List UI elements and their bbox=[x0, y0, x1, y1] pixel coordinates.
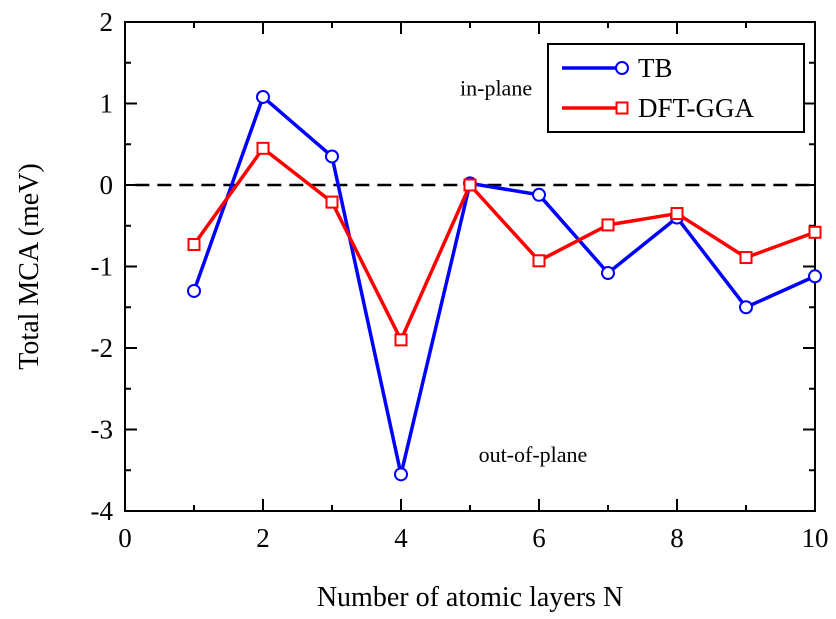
x-axis-title: Number of atomic layers N bbox=[317, 582, 623, 613]
x-tick-label: 8 bbox=[670, 523, 684, 553]
annotation-layer: in-plane out-of-plane bbox=[460, 75, 587, 467]
legend-label-dft-gga: DFT-GGA bbox=[638, 93, 755, 123]
x-axis-ticks: 0 2 4 6 8 10 bbox=[118, 22, 829, 553]
y-tick-label: -4 bbox=[91, 496, 114, 526]
point-tb bbox=[601, 266, 615, 281]
x-tick-label: 2 bbox=[256, 523, 270, 553]
y-axis-title: Total MCA (meV) bbox=[14, 163, 45, 369]
legend-marker-dft-gga bbox=[615, 101, 629, 115]
series-line-dft-gga bbox=[192, 145, 816, 344]
point-dft-gga bbox=[670, 207, 684, 221]
legend-box bbox=[547, 43, 805, 133]
annotation-out-of-plane: out-of-plane bbox=[479, 442, 588, 467]
point-tb bbox=[532, 187, 546, 202]
point-dft-gga bbox=[256, 141, 270, 155]
x-tick-label: 0 bbox=[118, 523, 132, 553]
y-tick-label: 2 bbox=[100, 7, 114, 37]
point-dft-gga bbox=[394, 333, 408, 347]
y-tick-label: -2 bbox=[91, 333, 114, 363]
point-tb bbox=[808, 269, 822, 284]
point-tb bbox=[256, 89, 270, 104]
x-tick-label: 10 bbox=[802, 523, 829, 553]
x-tick-label: 4 bbox=[394, 523, 408, 553]
point-tb bbox=[739, 300, 753, 315]
point-dft-gga bbox=[463, 178, 477, 192]
series-layer bbox=[187, 89, 822, 482]
series-line-tb bbox=[192, 93, 816, 475]
point-tb bbox=[325, 149, 339, 164]
point-dft-gga bbox=[601, 218, 615, 232]
y-tick-label: -1 bbox=[91, 252, 114, 282]
y-tick-label: 0 bbox=[100, 170, 114, 200]
point-tb bbox=[187, 283, 201, 298]
point-tb bbox=[394, 467, 408, 482]
y-tick-label: -3 bbox=[91, 415, 114, 445]
legend-marker-tb bbox=[615, 61, 629, 75]
y-tick-label: 1 bbox=[100, 89, 114, 119]
x-tick-label: 6 bbox=[532, 523, 546, 553]
legend: TB DFT-GGA bbox=[547, 43, 805, 133]
point-dft-gga bbox=[808, 225, 822, 239]
y-axis-ticks: -4 -3 -2 -1 0 1 2 bbox=[91, 7, 815, 526]
annotation-in-plane: in-plane bbox=[460, 75, 532, 100]
point-dft-gga bbox=[532, 254, 546, 268]
point-dft-gga bbox=[325, 195, 339, 209]
point-dft-gga bbox=[739, 251, 753, 265]
legend-label-tb: TB bbox=[638, 53, 673, 83]
point-dft-gga bbox=[187, 237, 201, 251]
